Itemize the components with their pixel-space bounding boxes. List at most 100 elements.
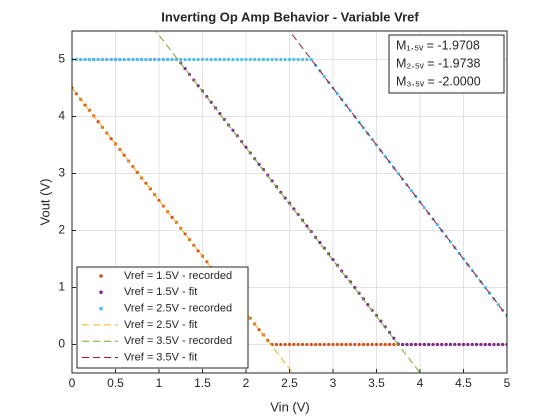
data-point <box>227 57 231 62</box>
x-tick-label: 4.5 <box>455 376 472 390</box>
data-point <box>405 342 409 347</box>
annotation: M₂.₅ᵥ = -1.9738 <box>396 56 480 70</box>
data-point <box>344 342 348 347</box>
data-point <box>79 57 83 62</box>
data-point <box>126 57 131 62</box>
y-tick-label: 4 <box>58 109 65 123</box>
x-axis-label: Vin (V) <box>270 399 310 414</box>
data-point <box>105 57 109 62</box>
data-point <box>131 57 135 62</box>
x-tick-label: 4 <box>417 376 424 390</box>
data-point <box>422 206 426 210</box>
data-point <box>453 342 457 347</box>
data-point <box>379 342 383 347</box>
chart-title: Inverting Op Amp Behavior - Variable Vre… <box>161 9 419 24</box>
data-point <box>283 342 287 347</box>
data-point <box>257 57 261 62</box>
data-point <box>144 57 148 62</box>
data-point <box>279 57 283 62</box>
data-point <box>266 57 270 62</box>
data-point <box>166 57 170 62</box>
data-point <box>244 57 248 62</box>
data-point <box>109 137 113 141</box>
data-point <box>113 57 118 62</box>
data-point <box>322 75 326 79</box>
data-point <box>196 84 200 88</box>
data-point <box>253 57 257 62</box>
data-point <box>274 342 279 347</box>
data-point <box>331 342 335 347</box>
legend-label: Vref = 2.5V - recorded <box>124 303 232 315</box>
data-point <box>192 57 196 62</box>
data-point <box>261 57 265 62</box>
data-point <box>231 57 235 62</box>
data-point <box>331 257 335 262</box>
data-point <box>292 57 296 62</box>
data-point <box>209 57 213 62</box>
data-point <box>366 342 370 347</box>
data-point <box>496 342 500 347</box>
data-point <box>170 215 174 219</box>
data-point <box>161 57 165 62</box>
data-point <box>392 336 396 340</box>
fit-line <box>155 31 421 373</box>
legend-marker <box>99 306 103 311</box>
legend-label: Vref = 3.5V - fit <box>124 351 197 363</box>
data-point <box>435 342 439 347</box>
data-point <box>283 57 287 62</box>
data-point <box>409 342 413 347</box>
data-point <box>396 171 400 176</box>
x-tick-label: 2.5 <box>281 376 298 390</box>
data-point <box>361 342 366 347</box>
data-point <box>353 285 357 290</box>
data-point <box>340 342 344 347</box>
data-point <box>305 342 309 347</box>
data-point <box>366 303 370 307</box>
data-point <box>244 145 248 149</box>
data-point <box>474 342 479 347</box>
data-point <box>479 342 483 347</box>
ticks: 0 0.5 1 1.5 2 2.5 3 3.5 4 4.5 5 0 1 2 3 4 5 <box>58 52 510 391</box>
data-point <box>292 207 296 211</box>
data-point <box>309 342 313 347</box>
data-point <box>118 57 122 62</box>
data-point <box>109 57 113 62</box>
x-tick-label: 1.5 <box>194 376 211 390</box>
y-tick-label: 5 <box>58 52 65 66</box>
data-point <box>140 57 144 62</box>
data-point <box>183 67 187 71</box>
data-point <box>392 342 396 347</box>
data-point <box>427 342 431 347</box>
data-point <box>183 232 187 236</box>
y-tick-label: 0 <box>58 337 65 351</box>
data-point <box>213 57 218 62</box>
data-point <box>122 153 126 157</box>
y-tick-label: 3 <box>58 166 65 180</box>
data-point <box>122 57 126 62</box>
data-point <box>187 57 192 62</box>
data-point <box>401 342 405 347</box>
data-point <box>457 342 461 347</box>
data-point <box>296 342 300 347</box>
data-point <box>153 57 157 62</box>
data-point <box>435 223 439 227</box>
annotation-box: M₁.₅ᵥ = -1.9708 M₂.₅ᵥ = -1.9738 M₃.₅ᵥ = -2… <box>388 34 505 94</box>
data-point <box>300 342 305 347</box>
data-point <box>483 342 487 347</box>
data-point <box>470 342 474 347</box>
data-point <box>170 57 174 62</box>
x-tick-label: 2 <box>243 376 250 390</box>
data-point <box>501 342 505 347</box>
legend-label: Vref = 2.5V - fit <box>124 319 197 331</box>
y-tick-label: 2 <box>58 223 65 237</box>
data-point <box>274 57 279 62</box>
data-point <box>257 162 261 166</box>
fit-line <box>72 87 294 373</box>
data-point <box>327 342 331 347</box>
data-point <box>92 57 96 62</box>
data-point <box>148 57 152 62</box>
plot-area <box>72 31 507 373</box>
annotation: M₃.₅ᵥ = -2.0000 <box>396 74 481 88</box>
data-point <box>240 57 244 62</box>
